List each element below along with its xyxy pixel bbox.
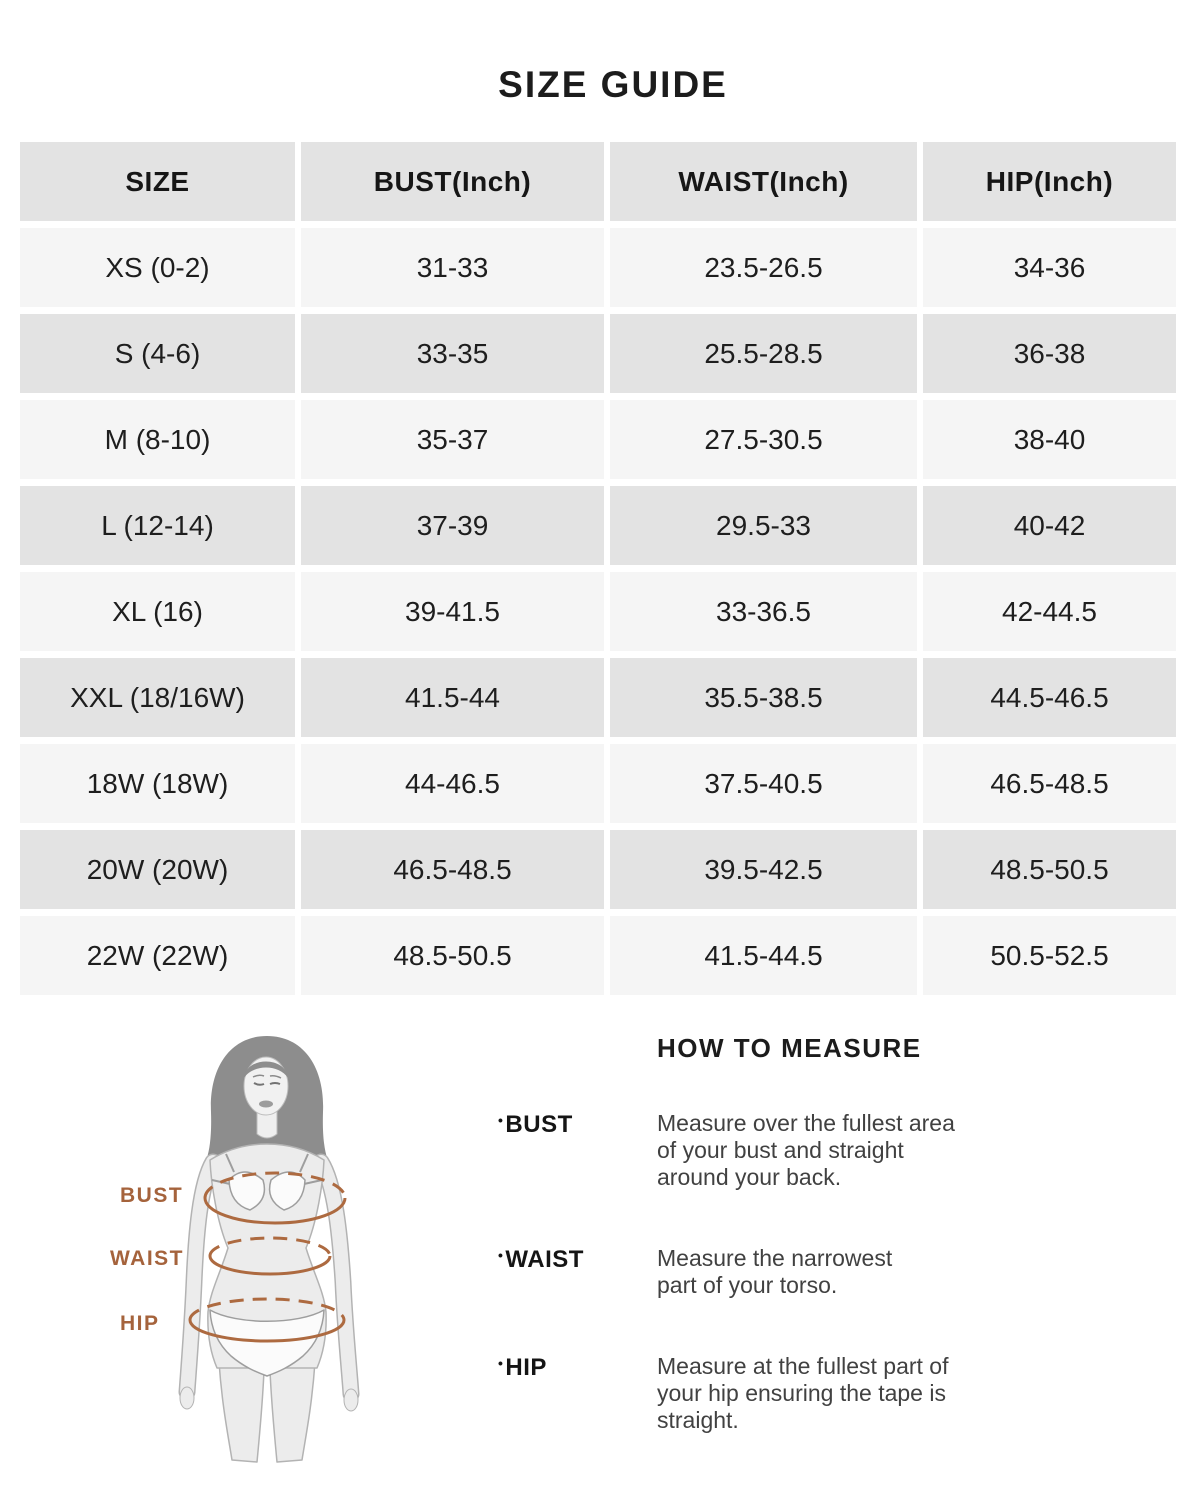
measure-description: Measure the narrowest part of your torso… xyxy=(657,1245,893,1298)
measure-item-label: •HIP xyxy=(498,1353,657,1382)
table-row: XXL (18/16W) 41.5-44 35.5-38.5 44.5-46.5 xyxy=(20,658,1176,737)
page-title: SIZE GUIDE xyxy=(498,64,728,105)
table-row: S (4-6) 33-35 25.5-28.5 36-38 xyxy=(20,314,1176,393)
waist-cell: 39.5-42.5 xyxy=(610,830,917,909)
column-header-size: SIZE xyxy=(20,142,295,221)
table-row: 18W (18W) 44-46.5 37.5-40.5 46.5-48.5 xyxy=(20,744,1176,823)
bust-cell: 39-41.5 xyxy=(301,572,604,651)
bust-cell: 37-39 xyxy=(301,486,604,565)
size-cell: XXL (18/16W) xyxy=(20,658,295,737)
measure-label-text: HIP xyxy=(505,1354,547,1381)
waist-cell: 35.5-38.5 xyxy=(610,658,917,737)
hip-cell: 40-42 xyxy=(923,486,1176,565)
table-row: XL (16) 39-41.5 33-36.5 42-44.5 xyxy=(20,572,1176,651)
face-shape xyxy=(243,1056,289,1116)
hip-cell: 44.5-46.5 xyxy=(923,658,1176,737)
measure-description: Measure over the fullest area of your bu… xyxy=(657,1110,955,1190)
bust-cell: 41.5-44 xyxy=(301,658,604,737)
bust-cell: 48.5-50.5 xyxy=(301,916,604,995)
size-cell: M (8-10) xyxy=(20,400,295,479)
measure-description: Measure at the fullest part of your hip … xyxy=(657,1353,949,1433)
how-to-measure-heading: HOW TO MEASURE xyxy=(657,1033,922,1063)
hip-cell: 48.5-50.5 xyxy=(923,830,1176,909)
measurement-figure: BUST WAIST HIP xyxy=(60,1020,460,1500)
figure-label-bust: BUST xyxy=(120,1184,184,1207)
bust-cell: 44-46.5 xyxy=(301,744,604,823)
waist-cell: 27.5-30.5 xyxy=(610,400,917,479)
size-table: SIZE BUST(Inch) WAIST(Inch) HIP(Inch) XS… xyxy=(20,142,1176,995)
hip-cell: 34-36 xyxy=(923,228,1176,307)
size-cell: XL (16) xyxy=(20,572,295,651)
waist-cell: 37.5-40.5 xyxy=(610,744,917,823)
table-row: 22W (22W) 48.5-50.5 41.5-44.5 50.5-52.5 xyxy=(20,916,1176,995)
size-cell: 20W (20W) xyxy=(20,830,295,909)
size-cell: L (12-14) xyxy=(20,486,295,565)
measure-item-label: •WAIST xyxy=(498,1245,657,1274)
table-row: M (8-10) 35-37 27.5-30.5 38-40 xyxy=(20,400,1176,479)
hip-cell: 42-44.5 xyxy=(923,572,1176,651)
table-row: 20W (20W) 46.5-48.5 39.5-42.5 48.5-50.5 xyxy=(20,830,1176,909)
hip-measure-line xyxy=(188,1319,346,1343)
measurement-ellipses xyxy=(188,1171,347,1343)
waist-cell: 33-36.5 xyxy=(610,572,917,651)
panties-shape xyxy=(209,1309,325,1377)
measure-items-list: •BUST Measure over the fullest area of y… xyxy=(498,1110,1198,1434)
figure-label-waist: WAIST xyxy=(110,1247,184,1270)
woman-figure-illustration xyxy=(178,1036,360,1463)
bust-cell: 31-33 xyxy=(301,228,604,307)
measure-item: •BUST Measure over the fullest area of y… xyxy=(498,1110,1198,1191)
bra-shape xyxy=(228,1171,266,1211)
hip-cell: 50.5-52.5 xyxy=(923,916,1176,995)
hip-cell: 38-40 xyxy=(923,400,1176,479)
how-to-measure-section: HOW TO MEASURE •BUST Measure over the fu… xyxy=(498,1033,1198,1488)
measure-item-label: •BUST xyxy=(498,1110,657,1139)
measure-item: •HIP Measure at the fullest part of your… xyxy=(498,1353,1198,1434)
waist-cell: 23.5-26.5 xyxy=(610,228,917,307)
waist-measure-line xyxy=(208,1255,332,1276)
column-header-hip: HIP(Inch) xyxy=(923,142,1176,221)
waist-cell: 25.5-28.5 xyxy=(610,314,917,393)
size-cell: S (4-6) xyxy=(20,314,295,393)
measure-item: •WAIST Measure the narrowest part of you… xyxy=(498,1245,1198,1299)
measure-label-text: BUST xyxy=(505,1111,573,1138)
bust-cell: 46.5-48.5 xyxy=(301,830,604,909)
size-cell: 22W (22W) xyxy=(20,916,295,995)
bullet-dot: • xyxy=(498,1112,504,1128)
bust-cell: 35-37 xyxy=(301,400,604,479)
bullet-dot: • xyxy=(498,1355,504,1371)
column-header-bust: BUST(Inch) xyxy=(301,142,604,221)
waist-cell: 29.5-33 xyxy=(610,486,917,565)
size-cell: 18W (18W) xyxy=(20,744,295,823)
bust-measure-line xyxy=(203,1197,347,1225)
column-header-waist: WAIST(Inch) xyxy=(610,142,917,221)
hip-cell: 36-38 xyxy=(923,314,1176,393)
figure-label-hip: HIP xyxy=(120,1312,160,1335)
bust-cell: 33-35 xyxy=(301,314,604,393)
table-row: L (12-14) 37-39 29.5-33 40-42 xyxy=(20,486,1176,565)
size-cell: XS (0-2) xyxy=(20,228,295,307)
waist-cell: 41.5-44.5 xyxy=(610,916,917,995)
measure-label-text: WAIST xyxy=(505,1246,584,1273)
table-row: XS (0-2) 31-33 23.5-26.5 34-36 xyxy=(20,228,1176,307)
table-header-row: SIZE BUST(Inch) WAIST(Inch) HIP(Inch) xyxy=(20,142,1176,221)
bullet-dot: • xyxy=(498,1247,504,1263)
hip-cell: 46.5-48.5 xyxy=(923,744,1176,823)
